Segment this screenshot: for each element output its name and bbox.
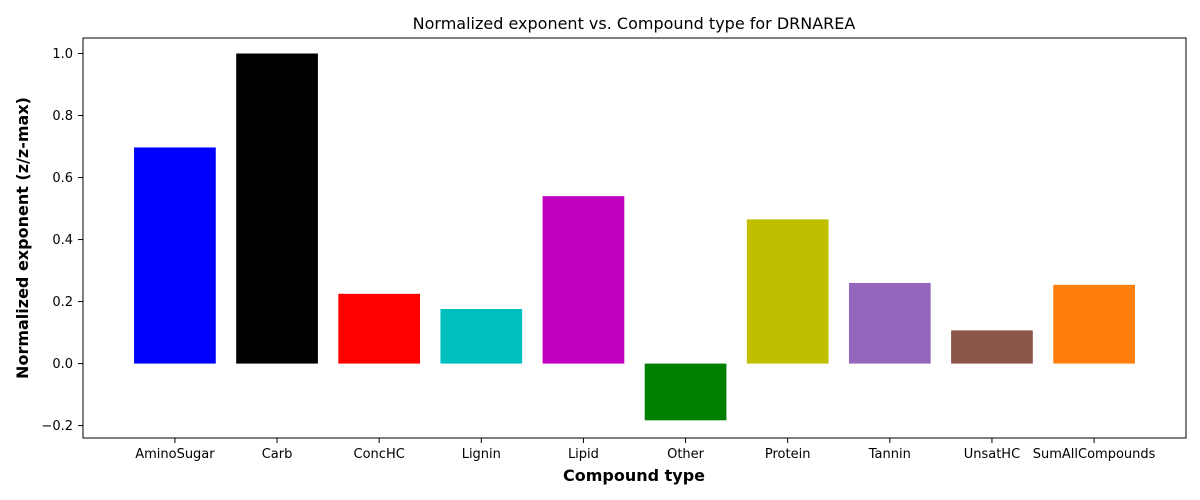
bar-conchc (338, 293, 421, 364)
y-axis-ticks: −0.2 0.0 0.2 0.4 0.6 0.8 1.0 (41, 47, 83, 434)
y-tick-label: 0.8 (52, 109, 73, 124)
y-tick-label: 1.0 (52, 47, 73, 62)
bar-tannin (848, 282, 931, 364)
x-tick-label: Lignin (462, 447, 501, 462)
bars-group (134, 53, 1135, 421)
x-tick-label: Protein (765, 447, 811, 462)
x-tick-label: ConcHC (354, 447, 405, 462)
plot-area-frame (82, 37, 1187, 439)
x-axis-label: Compound type (563, 466, 705, 485)
bar-sumallcompounds (1053, 284, 1135, 364)
x-tick-label: Lipid (568, 447, 599, 462)
y-tick-label: 0.6 (52, 171, 73, 186)
bar-protein (746, 219, 829, 364)
bar-lipid (542, 196, 625, 364)
x-tick-label: UnsatHC (964, 447, 1020, 462)
x-axis-ticks: AminoSugar Carb ConcHC Lignin Lipid Other Prot… (135, 438, 1156, 462)
y-tick-label: 0.4 (52, 233, 73, 248)
bar-carb (236, 53, 318, 364)
y-tick-label: 0.0 (52, 357, 73, 372)
x-tick-label: AminoSugar (135, 447, 215, 462)
x-tick-label: Carb (262, 447, 293, 462)
x-tick-label: SumAllCompounds (1033, 447, 1156, 462)
y-tick-label: −0.2 (41, 419, 73, 434)
x-tick-label: Tannin (868, 447, 911, 462)
bar-unsathc (951, 330, 1033, 364)
bar-other (644, 363, 727, 421)
y-axis-label: Normalized exponent (z/z-max) (13, 97, 32, 379)
chart-title: Normalized exponent vs. Compound type fo… (413, 14, 856, 33)
y-tick-label: 0.2 (52, 295, 73, 310)
bar-lignin (440, 309, 523, 364)
x-tick-label: Other (667, 447, 705, 462)
bar-aminosugar (134, 147, 216, 364)
